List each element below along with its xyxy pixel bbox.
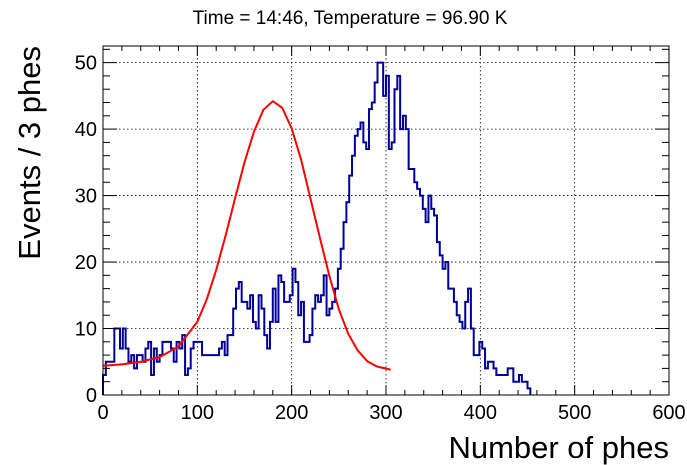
x-axis-label: Number of phes (448, 430, 669, 465)
y-tick-label: 50 (75, 53, 97, 75)
x-tick-label: 600 (652, 402, 685, 424)
y-tick-label: 0 (86, 385, 97, 407)
tick-labels: 0 100 200 300 400 500 600 0 10 20 30 40 50 (75, 53, 686, 424)
y-tick-label: 10 (75, 319, 97, 341)
x-tick-label: 100 (181, 402, 214, 424)
x-tick-label: 500 (558, 402, 591, 424)
fit-curve-line (102, 100, 391, 371)
fit-series (102, 100, 391, 371)
y-axis-label: Events / 3 phes (12, 46, 47, 260)
y-tick-label: 20 (75, 252, 97, 274)
histogram-step-line (102, 61, 532, 395)
x-tick-label: 0 (97, 402, 108, 424)
grid-lines (103, 46, 669, 395)
histogram-series (102, 61, 532, 395)
x-tick-label: 400 (464, 402, 497, 424)
y-tick-label: 40 (75, 119, 97, 141)
x-tick-label: 300 (369, 402, 402, 424)
axis-ticks (102, 46, 670, 396)
chart-title: Time = 14:46, Temperature = 96.90 K (193, 8, 508, 29)
y-tick-label: 30 (75, 186, 97, 208)
x-tick-label: 200 (275, 402, 308, 424)
